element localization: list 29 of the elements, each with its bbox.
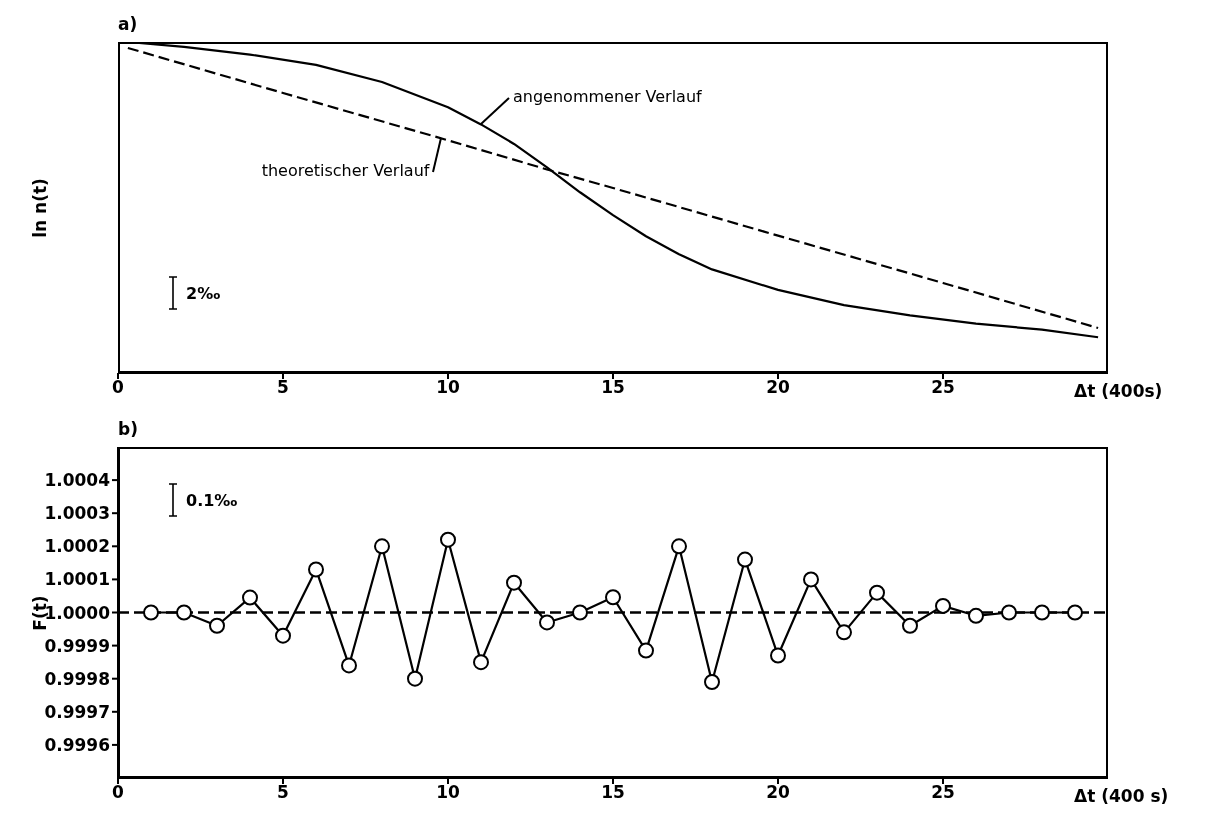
y-tick-label: 0.9998 xyxy=(44,668,110,689)
y-tick-label: 1.0002 xyxy=(44,536,110,557)
x-tick-label: 0 xyxy=(112,377,125,398)
annotation: angenommener Verlauf xyxy=(513,87,702,107)
y-tick-label: 0.9996 xyxy=(44,734,110,755)
x-tick-label: 5 xyxy=(277,377,289,398)
annotation: 0.1‰ xyxy=(186,490,238,510)
x-tick-label: 5 xyxy=(277,782,289,803)
y-tick-label: 1.0001 xyxy=(44,569,110,590)
x-tick-label: 20 xyxy=(766,377,790,398)
x-axis-title: Δt (400s) xyxy=(1074,381,1163,401)
chart-title: a) xyxy=(118,14,138,34)
x-tick-label: 25 xyxy=(931,782,955,803)
annotation: theoretischer Verlauf xyxy=(261,161,430,181)
x-tick-label: 15 xyxy=(601,782,625,803)
x-tick-label: 0 xyxy=(112,782,125,803)
y-tick-label: 0.9997 xyxy=(44,701,110,722)
y-axis-title: ln n(t) xyxy=(30,177,50,238)
x-tick-label: 20 xyxy=(766,782,790,803)
y-tick-label: 1.0003 xyxy=(44,503,110,524)
chart-title: b) xyxy=(118,419,138,439)
x-tick-label: 15 xyxy=(601,377,625,398)
x-tick-label: 10 xyxy=(436,377,460,398)
y-tick-label: 0.9999 xyxy=(44,635,110,656)
x-tick-label: 10 xyxy=(436,782,460,803)
annotation: 2‰ xyxy=(186,284,221,304)
x-axis-title: Δt (400 s) xyxy=(1074,786,1169,806)
y-tick-label: 1.0004 xyxy=(44,470,111,491)
x-tick-label: 25 xyxy=(931,377,955,398)
